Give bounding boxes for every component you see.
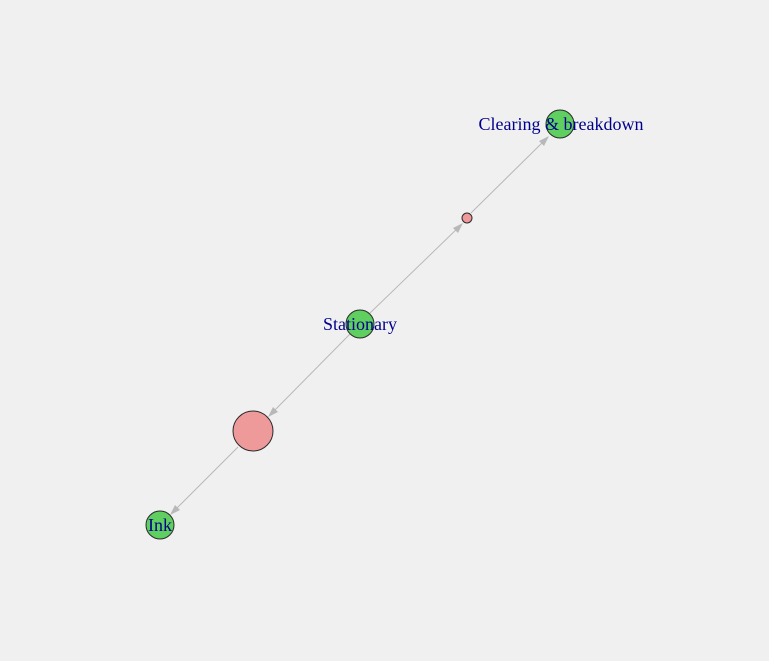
node-stationary[interactable] xyxy=(345,309,375,339)
arrowhead-icon xyxy=(268,407,278,417)
arrowhead-icon xyxy=(453,223,463,233)
arrowhead-icon xyxy=(170,505,180,515)
node-clearing-breakdown[interactable] xyxy=(545,109,575,139)
node-label-stationary: Stationary xyxy=(323,314,397,334)
node-label-ink: Ink xyxy=(148,515,172,535)
node-ink[interactable] xyxy=(145,510,175,540)
edge-rule2-to-ink xyxy=(172,446,239,513)
edge-stationary-to-rule2 xyxy=(270,331,353,415)
arrowhead-icon xyxy=(539,136,549,146)
edge-stationary-to-rule1 xyxy=(367,224,462,316)
edge-rule1-to-clearing xyxy=(470,137,548,214)
node-rule-small[interactable] xyxy=(461,212,473,224)
node-label-clearing: Clearing & breakdown xyxy=(479,114,644,134)
node-rule-large[interactable] xyxy=(232,410,274,452)
